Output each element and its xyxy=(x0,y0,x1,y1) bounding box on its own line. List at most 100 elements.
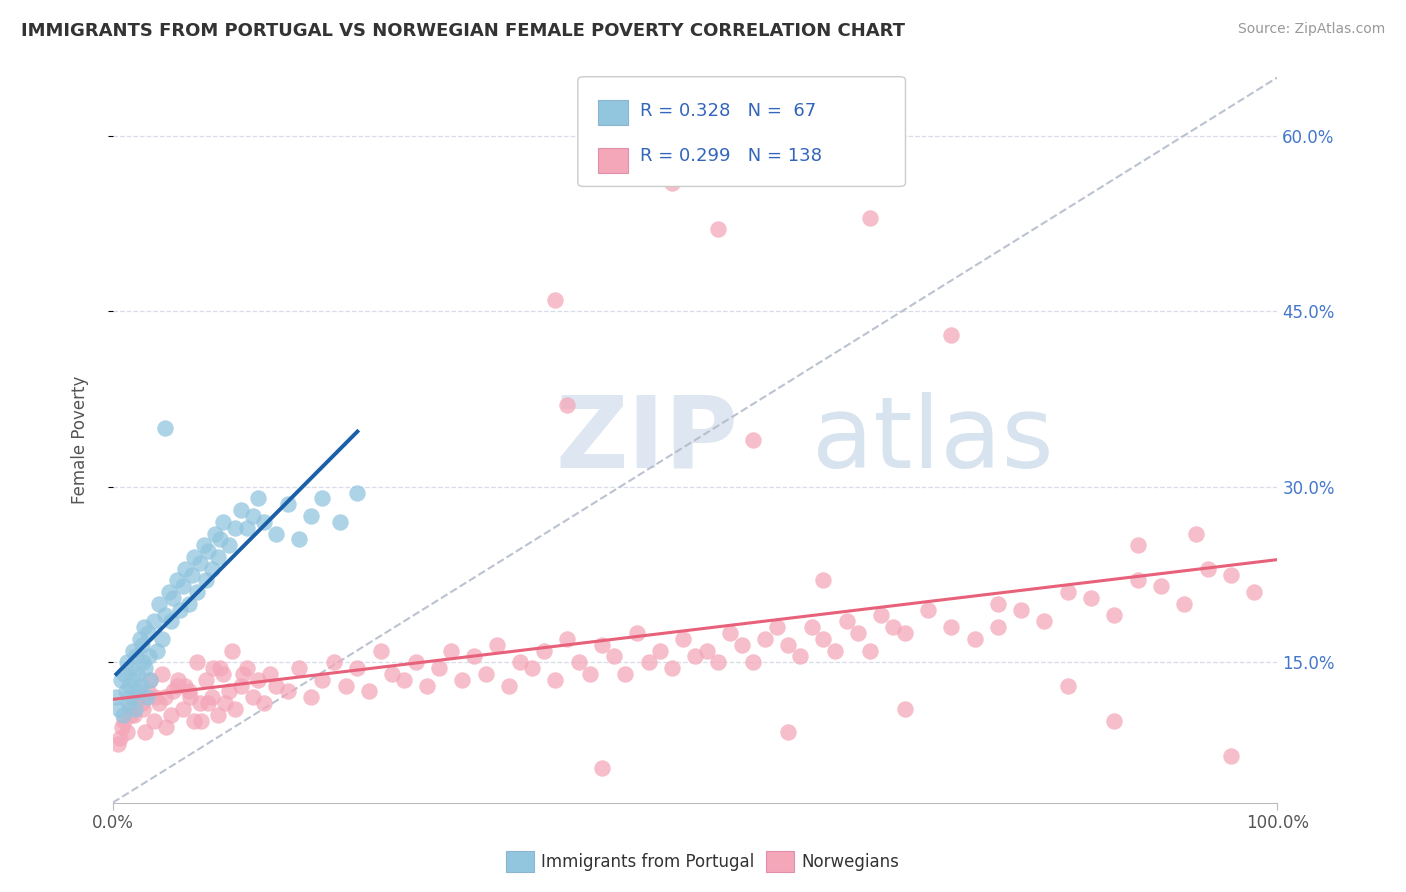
Point xyxy=(155,690,177,705)
Point xyxy=(166,679,188,693)
Text: Source: ZipAtlas.com: Source: ZipAtlas.com xyxy=(1237,22,1385,37)
Point xyxy=(718,626,741,640)
Point xyxy=(122,707,145,722)
Point xyxy=(197,544,219,558)
Point xyxy=(186,655,208,669)
Point xyxy=(218,538,240,552)
Point xyxy=(579,667,602,681)
Point xyxy=(288,533,311,547)
Point xyxy=(177,684,200,698)
Point xyxy=(370,643,392,657)
Point xyxy=(139,673,162,687)
Point xyxy=(127,667,149,681)
Point xyxy=(111,720,134,734)
Point xyxy=(941,620,963,634)
Point xyxy=(451,673,474,687)
Point xyxy=(143,690,166,705)
Point xyxy=(1056,585,1078,599)
Point xyxy=(232,667,254,681)
Point xyxy=(264,679,287,693)
Point xyxy=(134,620,156,634)
Point xyxy=(107,702,129,716)
Point xyxy=(157,585,180,599)
Point xyxy=(742,655,765,669)
Point xyxy=(253,515,276,529)
Point xyxy=(299,690,322,705)
Point xyxy=(193,538,215,552)
Point xyxy=(108,731,131,746)
Point xyxy=(201,690,224,705)
Point xyxy=(242,690,264,705)
Point xyxy=(110,673,132,687)
Point xyxy=(125,690,148,705)
Text: Immigrants from Portugal: Immigrants from Portugal xyxy=(541,853,755,871)
Point xyxy=(134,725,156,739)
Point xyxy=(288,661,311,675)
Point xyxy=(439,643,461,657)
Point xyxy=(329,515,352,529)
Point xyxy=(132,655,155,669)
Point xyxy=(127,684,149,698)
Point xyxy=(731,638,754,652)
Point xyxy=(179,690,201,705)
Point xyxy=(893,702,915,716)
Text: Norwegians: Norwegians xyxy=(801,853,900,871)
Point xyxy=(1104,608,1126,623)
Point xyxy=(186,585,208,599)
Point xyxy=(155,421,177,435)
Point xyxy=(1126,574,1149,588)
Point xyxy=(207,707,229,722)
Y-axis label: Female Poverty: Female Poverty xyxy=(72,376,89,504)
Point xyxy=(602,649,624,664)
Point xyxy=(277,497,299,511)
Point xyxy=(127,690,149,705)
Point xyxy=(174,679,197,693)
Point xyxy=(778,725,800,739)
Point xyxy=(138,649,160,664)
Point xyxy=(661,176,683,190)
Point xyxy=(893,626,915,640)
Point xyxy=(135,690,157,705)
Point xyxy=(181,567,204,582)
Point xyxy=(162,591,184,605)
Point xyxy=(148,597,170,611)
Point xyxy=(1243,585,1265,599)
Text: R = 0.328   N =  67: R = 0.328 N = 67 xyxy=(640,102,815,120)
Point xyxy=(683,649,706,664)
Point xyxy=(626,626,648,640)
Point xyxy=(416,679,439,693)
Point xyxy=(1033,615,1056,629)
Point xyxy=(115,655,138,669)
Point xyxy=(544,673,567,687)
Point xyxy=(128,632,150,646)
Point xyxy=(121,690,143,705)
Point xyxy=(188,556,211,570)
Point xyxy=(224,521,246,535)
Point xyxy=(765,620,787,634)
Point xyxy=(259,667,281,681)
Point xyxy=(132,702,155,716)
Point xyxy=(247,491,270,506)
Point xyxy=(1010,602,1032,616)
Point xyxy=(155,720,177,734)
Point xyxy=(172,579,194,593)
Point xyxy=(114,714,136,728)
Point xyxy=(1150,579,1173,593)
Point xyxy=(142,615,165,629)
Point xyxy=(150,632,173,646)
Point xyxy=(1080,591,1102,605)
Point xyxy=(1219,748,1241,763)
Point xyxy=(311,491,333,506)
Point xyxy=(335,679,357,693)
Point xyxy=(214,696,236,710)
Point xyxy=(1173,597,1195,611)
Point xyxy=(174,562,197,576)
Point xyxy=(115,725,138,739)
Point xyxy=(236,521,259,535)
Point xyxy=(1219,567,1241,582)
Point xyxy=(120,661,142,675)
Point xyxy=(183,714,205,728)
Point xyxy=(824,643,846,657)
Point xyxy=(427,661,450,675)
Point xyxy=(208,661,231,675)
